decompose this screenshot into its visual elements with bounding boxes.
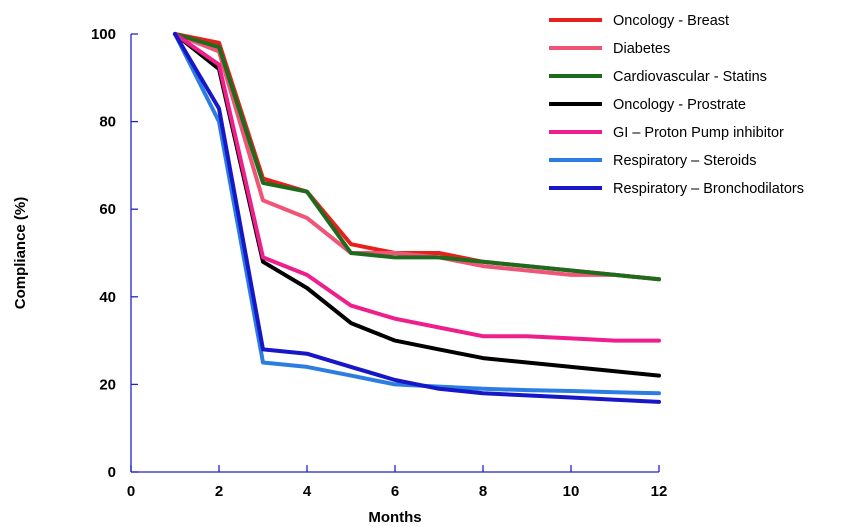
y-tick-label: 80 bbox=[99, 114, 116, 131]
legend-label: Respiratory – Bronchodilators bbox=[613, 181, 804, 197]
x-tick-label: 6 bbox=[391, 483, 399, 500]
legend-label: GI – Proton Pump inhibitor bbox=[613, 125, 784, 141]
series-line-7 bbox=[173, 32, 661, 404]
series-line-2 bbox=[173, 32, 661, 282]
series-line-3 bbox=[173, 32, 661, 282]
x-axis-ticks: 0 2 4 6 8 10 12 bbox=[127, 465, 668, 500]
legend-label: Oncology - Breast bbox=[613, 13, 729, 29]
y-axis-ticks: 0 20 40 60 80 100 bbox=[91, 26, 138, 481]
legend: Oncology - Breast Diabetes Cardiovascular … bbox=[549, 13, 804, 197]
y-tick-label: 0 bbox=[108, 464, 116, 481]
x-axis-title: Months bbox=[368, 509, 421, 526]
series-line-5 bbox=[173, 32, 661, 343]
y-tick-label: 20 bbox=[99, 376, 116, 393]
y-axis-title: Compliance (%) bbox=[12, 197, 29, 310]
series-lines bbox=[173, 32, 661, 404]
y-tick-label: 60 bbox=[99, 201, 116, 218]
x-tick-label: 12 bbox=[651, 483, 668, 500]
x-tick-label: 8 bbox=[479, 483, 487, 500]
legend-label: Diabetes bbox=[613, 41, 670, 57]
x-tick-label: 0 bbox=[127, 483, 135, 500]
x-tick-label: 4 bbox=[303, 483, 312, 500]
legend-label: Oncology - Prostrate bbox=[613, 97, 746, 113]
x-tick-label: 2 bbox=[215, 483, 223, 500]
series-line-1 bbox=[173, 32, 661, 282]
y-tick-label: 40 bbox=[99, 289, 116, 306]
y-tick-label: 100 bbox=[91, 26, 116, 43]
legend-label: Cardiovascular - Statins bbox=[613, 69, 767, 85]
legend-label: Respiratory – Steroids bbox=[613, 153, 756, 169]
x-tick-label: 10 bbox=[563, 483, 580, 500]
